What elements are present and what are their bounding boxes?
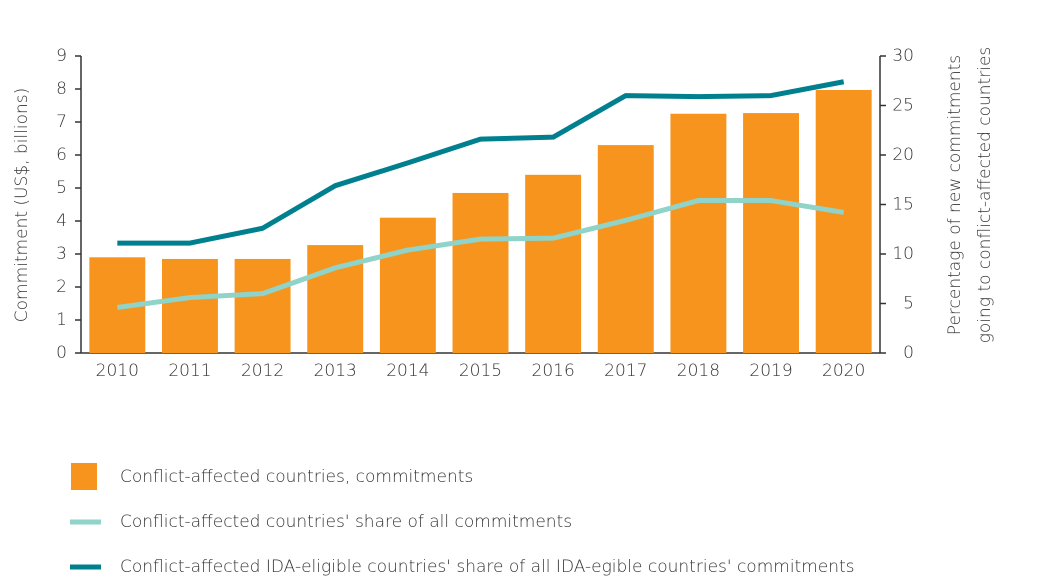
line [116,198,845,310]
bar [379,217,436,353]
bar [234,258,291,353]
x-tick-label: 2010 [96,361,139,381]
y2-tick-label: 10 [892,244,914,264]
y2-tick-label: 0 [903,343,914,363]
x-tick-label: 2012 [241,361,284,381]
y-tick-label: 4 [56,211,67,231]
y2-tick-label: 20 [892,145,914,165]
legend-label: Conflict-affected IDA-eligible countries… [120,557,855,577]
y-tick-label: 1 [56,310,67,330]
legend-label: Conflict-affected countries' share of al… [120,512,572,532]
y2-tick-label: 25 [892,96,914,116]
y2-axis-label: Percentage of new commitments [945,55,965,335]
y-tick-label: 5 [56,178,67,198]
y-tick-label: 8 [56,79,67,99]
y-axis-label: Commitment (US$, billions) [12,88,32,322]
y2-axis-label: going to conflict-affected countries [975,47,995,344]
bar [597,145,654,353]
legend-label: Conflict-affected countries, commitments [120,467,473,487]
line [117,79,845,246]
x-tick-label: 2015 [459,361,502,381]
x-tick-label: 2017 [604,361,647,381]
y-tick-label: 2 [56,277,67,297]
y-tick-label: 9 [56,46,67,66]
legend-swatch [71,463,97,490]
x-tick-label: 2016 [532,361,575,381]
bar [161,258,218,353]
y-tick-label: 3 [56,244,67,264]
bar [743,113,800,353]
y2-tick-label: 5 [903,294,914,314]
x-tick-label: 2014 [386,361,429,381]
x-tick-label: 2013 [314,361,357,381]
y2-tick-label: 30 [892,46,914,66]
y-tick-label: 0 [56,343,67,363]
bar [525,174,582,353]
y2-tick-label: 15 [892,195,914,215]
x-tick-label: 2020 [822,361,865,381]
y-tick-label: 7 [56,112,67,132]
x-tick-label: 2019 [749,361,792,381]
y-tick-label: 6 [56,145,67,165]
bar [815,89,872,354]
bar [452,192,509,353]
x-tick-label: 2018 [677,361,720,381]
bar [670,113,727,353]
x-tick-label: 2011 [168,361,211,381]
